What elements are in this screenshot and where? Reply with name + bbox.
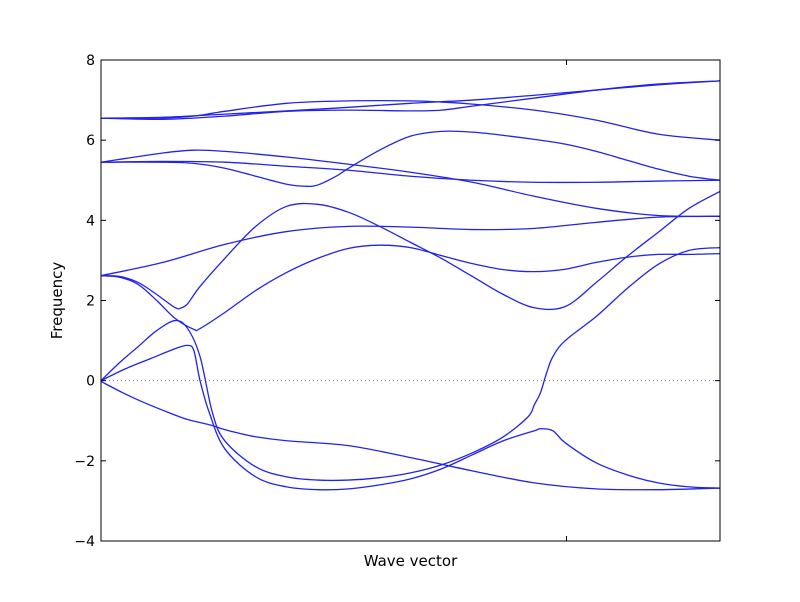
band-line-1 <box>100 380 721 491</box>
band-line-3 <box>100 246 721 482</box>
y-tick-label: −2 <box>74 454 95 470</box>
y-tick-label: 6 <box>86 133 95 149</box>
band-line-5 <box>100 244 721 332</box>
band-line-6 <box>100 215 721 277</box>
band-line-12 <box>100 80 721 119</box>
band-line-9 <box>100 149 721 218</box>
y-tick-label: 0 <box>86 374 95 390</box>
band-line-11 <box>100 80 721 121</box>
y-tick-label: 4 <box>86 213 95 229</box>
y-tick-label: 8 <box>86 53 95 69</box>
band-line-2 <box>100 344 721 491</box>
plot-frame <box>100 59 721 542</box>
band-line-4 <box>100 190 721 311</box>
y-axis-label: Frequency <box>48 262 66 340</box>
y-tick-label: −4 <box>74 534 95 550</box>
band-line-8 <box>100 160 721 184</box>
x-axis-label: Wave vector <box>364 552 458 570</box>
band-line-10 <box>100 100 721 141</box>
band-line-7 <box>100 130 721 188</box>
y-tick-label: 2 <box>86 294 95 310</box>
